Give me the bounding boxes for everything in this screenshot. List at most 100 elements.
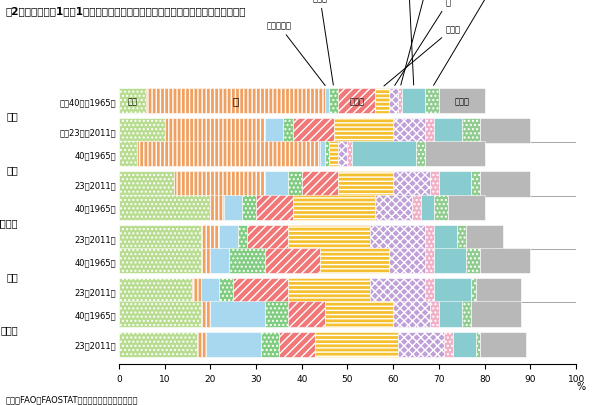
Bar: [416, 142, 425, 167]
Bar: [425, 89, 439, 114]
Text: 牛乳: 牛乳: [402, 0, 413, 86]
Text: 卵: 卵: [401, 0, 432, 86]
Bar: [434, 279, 471, 304]
Text: 小麦: 小麦: [128, 97, 138, 106]
Bar: [439, 302, 462, 327]
Bar: [206, 332, 261, 357]
Bar: [430, 172, 439, 197]
Text: 肉: 肉: [395, 0, 451, 86]
Bar: [119, 142, 137, 167]
Bar: [471, 302, 522, 327]
Bar: [339, 89, 375, 114]
Bar: [462, 302, 471, 327]
Bar: [430, 302, 439, 327]
Bar: [238, 225, 247, 250]
Bar: [434, 248, 466, 273]
Bar: [375, 195, 412, 220]
Bar: [425, 142, 485, 167]
Bar: [119, 225, 201, 250]
Text: 韓国: 韓国: [7, 164, 18, 175]
Bar: [393, 172, 430, 197]
Bar: [288, 225, 371, 250]
Bar: [119, 332, 197, 357]
Bar: [288, 172, 302, 197]
Bar: [457, 225, 466, 250]
Bar: [119, 119, 165, 144]
Text: 日本: 日本: [7, 111, 18, 121]
Bar: [173, 172, 265, 197]
Bar: [288, 279, 371, 304]
Bar: [119, 302, 201, 327]
Bar: [302, 172, 339, 197]
Bar: [261, 332, 279, 357]
Bar: [388, 89, 398, 114]
Bar: [137, 142, 320, 167]
Bar: [398, 89, 402, 114]
Text: 砂糖類: 砂糖類: [349, 97, 364, 106]
Bar: [283, 119, 293, 144]
Bar: [462, 119, 480, 144]
Bar: [425, 119, 434, 144]
Bar: [425, 248, 434, 273]
Bar: [480, 248, 530, 273]
Bar: [324, 142, 329, 167]
Text: その他穀物: その他穀物: [266, 22, 325, 86]
Bar: [398, 332, 444, 357]
Bar: [224, 195, 242, 220]
Bar: [480, 332, 526, 357]
Text: 魚介類: 魚介類: [434, 0, 515, 86]
Text: いも類: いも類: [312, 0, 333, 86]
Bar: [402, 89, 425, 114]
Bar: [453, 332, 476, 357]
Bar: [434, 195, 448, 220]
Bar: [265, 248, 320, 273]
Bar: [393, 302, 430, 327]
Bar: [146, 89, 324, 114]
Bar: [444, 332, 453, 357]
Bar: [293, 195, 375, 220]
Bar: [371, 279, 425, 304]
Bar: [315, 332, 398, 357]
Bar: [324, 89, 329, 114]
Bar: [242, 195, 256, 220]
Bar: [210, 302, 265, 327]
Bar: [375, 89, 388, 114]
Bar: [339, 172, 393, 197]
Bar: [210, 248, 229, 273]
Bar: [421, 195, 434, 220]
Bar: [434, 225, 457, 250]
Bar: [371, 225, 425, 250]
Bar: [201, 248, 210, 273]
Bar: [480, 172, 530, 197]
Bar: [393, 119, 425, 144]
Bar: [219, 225, 238, 250]
Bar: [339, 142, 347, 167]
Bar: [388, 248, 425, 273]
Bar: [480, 119, 530, 144]
Text: 資料：FAO「FAOSTAT」を基に農林水産省で作成: 資料：FAO「FAOSTAT」を基に農林水産省で作成: [6, 394, 138, 403]
Bar: [265, 172, 288, 197]
Bar: [192, 279, 201, 304]
Bar: [471, 279, 476, 304]
Bar: [425, 225, 434, 250]
Bar: [334, 119, 393, 144]
Bar: [219, 279, 233, 304]
Text: 米: 米: [232, 96, 239, 106]
Bar: [233, 279, 288, 304]
Text: 油脂類: 油脂類: [384, 25, 460, 87]
Bar: [265, 119, 283, 144]
Bar: [439, 172, 471, 197]
Bar: [119, 89, 146, 114]
Bar: [201, 225, 219, 250]
Bar: [324, 302, 393, 327]
Text: 図2　各国の国民1人・1日当たり供給食料割合の比較（供給熱量ベース）（試算）: 図2 各国の国民1人・1日当たり供給食料割合の比較（供給熱量ベース）（試算）: [6, 6, 247, 16]
Bar: [466, 248, 480, 273]
Text: ドイツ: ドイツ: [1, 324, 18, 334]
Bar: [425, 279, 434, 304]
Bar: [256, 195, 293, 220]
Bar: [265, 302, 288, 327]
Bar: [229, 248, 265, 273]
Text: その他: その他: [454, 97, 469, 106]
Bar: [476, 332, 480, 357]
Bar: [476, 279, 522, 304]
